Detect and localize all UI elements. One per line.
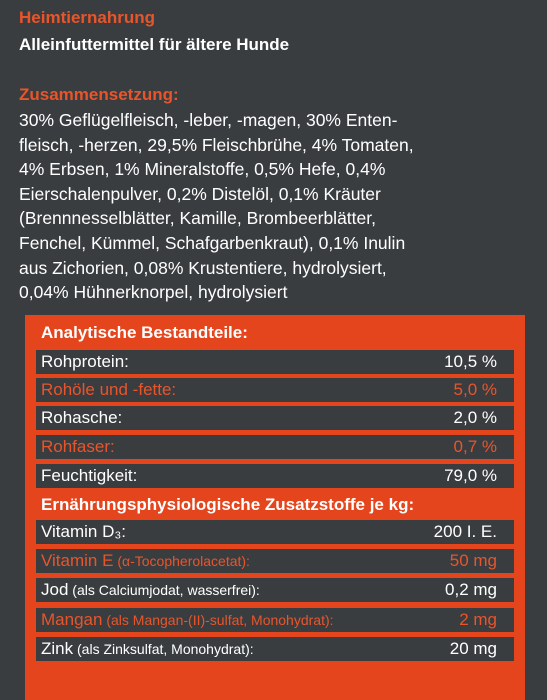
composition-line: 4% Erbsen, 1% Mineralstoffe, 0,5% Hefe, … [19, 159, 386, 180]
table-row: Mangan (als Mangan-(II)-sulfat, Monohydr… [36, 608, 514, 632]
composition-line: aus Zichorien, 0,08% Krustentiere, hydro… [19, 257, 387, 278]
row-value: 10,5 % [444, 352, 497, 371]
row-label: Rohprotein: [41, 352, 129, 371]
composition-line: 30% Geflügelfleisch, -leber, -magen, 30%… [19, 110, 398, 130]
composition-line: fleisch, -herzen, 29,5% Fleischbrühe, 4%… [19, 134, 414, 155]
row-value: 0,7 % [453, 437, 497, 456]
composition-heading: Zusammensetzung: [19, 85, 179, 104]
table-row: Jod (als Calciumjodat, wasserfrei): 0,2 … [36, 578, 514, 602]
table-row: Zink (als Zinksulfat, Monohydrat): 20 mg [36, 637, 514, 661]
row-value: 2 mg [459, 610, 497, 629]
row-label: Rohfaser: [41, 437, 115, 456]
row-label: Rohöle und -fette: [41, 380, 177, 399]
row-label: Mangan (als Mangan-(II)-sulfat, Monohydr… [41, 610, 334, 629]
table-row: Rohöle und -fette: 5,0 % [36, 378, 514, 402]
table-row: Rohasche: 2,0 % [36, 406, 514, 430]
row-value: 79,0 % [444, 466, 497, 485]
row-value: 5,0 % [453, 380, 497, 399]
table-row: Vitamin D₃: 200 I. E. [36, 520, 514, 544]
row-label: Vitamin E (α-Tocopherolacetat): [41, 551, 250, 570]
table-row: Rohprotein: 10,5 % [36, 350, 514, 374]
row-value: 50 mg [449, 551, 497, 570]
table-row: Vitamin E (α-Tocopherolacetat): 50 mg [36, 549, 514, 573]
composition-line: 0,04% Hühnerknorpel, hydrolysiert [19, 282, 288, 303]
row-label: Feuchtigkeit: [41, 466, 138, 485]
composition-line: Fenchel, Kümmel, Schafgarbenkraut), 0,1%… [19, 232, 406, 253]
table-row: Feuchtigkeit: 79,0 % [36, 464, 514, 488]
composition-line: (Brennnesselblätter, Kamille, Brombeerbl… [19, 208, 376, 229]
product-subtitle: Alleinfuttermittel für ältere Hunde [19, 35, 290, 54]
composition-line: Eierschalenpulver, 0,2% Distelöl, 0,1% K… [19, 183, 381, 204]
row-value: 0,2 mg [445, 580, 497, 599]
additives-heading: Ernährungsphysiologische Zusatzstoffe je… [41, 495, 415, 514]
table-row: Rohfaser: 0,7 % [36, 435, 514, 459]
row-value: 2,0 % [453, 408, 497, 427]
row-label: Jod (als Calciumjodat, wasserfrei): [41, 580, 260, 599]
row-value: 20 mg [449, 639, 497, 658]
nutrition-panel: Analytische Bestandteile: Rohprotein: 10… [25, 315, 525, 700]
row-label: Vitamin D₃: [41, 522, 127, 541]
row-label: Rohasche: [41, 408, 123, 427]
analytical-heading: Analytische Bestandteile: [41, 323, 248, 342]
row-label: Zink (als Zinksulfat, Monohydrat): [41, 639, 254, 658]
composition-text: 30% Geflügelfleisch, -leber, -magen, 30%… [19, 108, 529, 305]
row-value: 200 I. E. [433, 522, 497, 541]
category-label: Heimtiernahrung [19, 8, 156, 27]
